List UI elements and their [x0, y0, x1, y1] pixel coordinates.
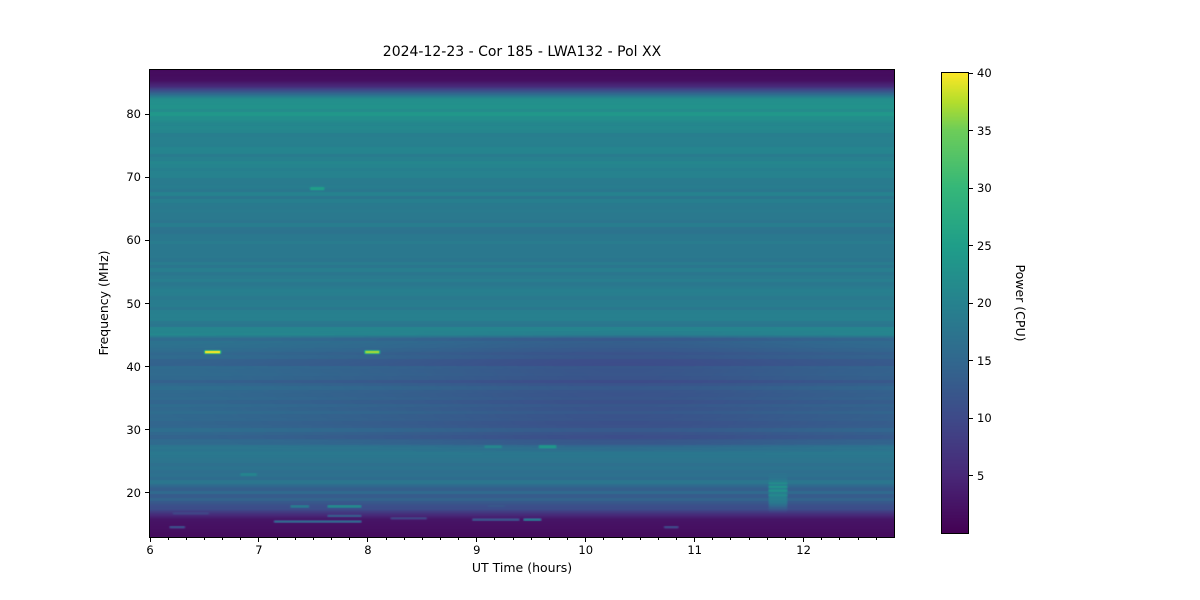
x-minor-tick-mark [222, 538, 224, 540]
y-tick-label: 30 [126, 422, 141, 437]
x-tick-label: 11 [687, 543, 702, 557]
x-tick-mark [803, 538, 805, 542]
x-minor-tick-mark [203, 538, 205, 540]
x-minor-tick-mark [312, 538, 314, 540]
y-tick-mark [145, 429, 149, 431]
x-minor-tick-mark [712, 538, 714, 540]
x-minor-tick-mark [276, 538, 278, 540]
x-minor-tick-mark [294, 538, 296, 540]
x-tick-label: 6 [146, 543, 154, 557]
x-minor-tick-mark [567, 538, 569, 540]
y-tick-mark [145, 239, 149, 241]
x-minor-tick-mark [167, 538, 169, 540]
y-tick-label: 80 [126, 107, 141, 122]
colorbar-tick-mark [969, 245, 973, 246]
x-minor-tick-mark [512, 538, 514, 540]
x-minor-tick-mark [548, 538, 550, 540]
chart-title: 2024-12-23 - Cor 185 - LWA132 - Pol XX [382, 44, 662, 60]
x-axis-label: UT Time (hours) [471, 560, 573, 575]
x-minor-tick-mark [331, 538, 333, 540]
colorbar-tick-label: 40 [977, 66, 992, 80]
colorbar-tick-label: 15 [977, 353, 992, 368]
x-minor-tick-mark [839, 538, 841, 540]
x-tick-mark [258, 538, 260, 542]
y-tick-label: 70 [126, 170, 141, 185]
x-minor-tick-mark [639, 538, 641, 540]
x-tick-mark [694, 538, 696, 542]
x-minor-tick-mark [421, 538, 423, 540]
colorbar-tick-mark [969, 187, 973, 189]
y-tick-label: 20 [126, 485, 141, 500]
x-tick-label: 10 [578, 543, 594, 557]
y-tick-label: 50 [126, 296, 141, 311]
colorbar-tick-mark [969, 72, 973, 74]
y-tick-mark [145, 492, 149, 494]
x-tick-mark [476, 538, 478, 542]
x-minor-tick-mark [185, 538, 187, 540]
x-tick-label: 9 [473, 543, 481, 557]
colorbar-tick-label: 5 [977, 468, 985, 483]
x-minor-tick-mark [385, 538, 387, 540]
y-tick-label: 40 [126, 359, 141, 374]
colorbar-tick-label: 20 [977, 296, 992, 310]
x-tick-mark [149, 538, 151, 542]
y-tick-label: 60 [126, 233, 141, 248]
colorbar-tick-mark [969, 360, 973, 361]
colorbar-tick-label: 25 [977, 238, 992, 253]
x-minor-tick-mark [784, 538, 786, 540]
x-tick-label: 7 [255, 543, 263, 557]
x-minor-tick-mark [621, 538, 623, 540]
colorbar-tick-mark [969, 130, 973, 131]
colorbar-tick-label: 10 [977, 411, 992, 425]
y-tick-mark [145, 176, 149, 178]
x-minor-tick-mark [603, 538, 605, 540]
x-tick-label: 12 [796, 543, 811, 557]
colorbar-tick-mark [969, 302, 973, 304]
spectrogram-heatmap [150, 70, 894, 537]
x-minor-tick-mark [240, 538, 242, 540]
x-minor-tick-mark [857, 538, 859, 540]
colorbar-tick-label: 35 [977, 123, 992, 138]
colorbar-tick-label: 30 [977, 181, 992, 195]
x-minor-tick-mark [403, 538, 405, 540]
y-tick-mark [145, 366, 149, 368]
y-tick-mark [145, 303, 149, 304]
x-minor-tick-mark [766, 538, 768, 540]
x-minor-tick-mark [458, 538, 460, 540]
x-tick-label: 8 [364, 543, 372, 557]
x-minor-tick-mark [875, 538, 877, 540]
x-tick-mark [367, 538, 369, 542]
x-minor-tick-mark [676, 538, 677, 540]
x-minor-tick-mark [349, 538, 351, 540]
colorbar-tick-mark [969, 417, 973, 419]
colorbar-tick-mark [969, 475, 973, 476]
x-minor-tick-mark [821, 538, 823, 540]
x-minor-tick-mark [748, 538, 750, 540]
x-minor-tick-mark [494, 538, 496, 540]
x-minor-tick-mark [530, 538, 532, 540]
x-tick-mark [585, 538, 587, 542]
x-minor-tick-mark [730, 538, 732, 540]
y-tick-mark [145, 113, 149, 115]
colorbar [942, 73, 968, 533]
x-minor-tick-mark [657, 538, 659, 540]
x-minor-tick-mark [439, 538, 441, 540]
